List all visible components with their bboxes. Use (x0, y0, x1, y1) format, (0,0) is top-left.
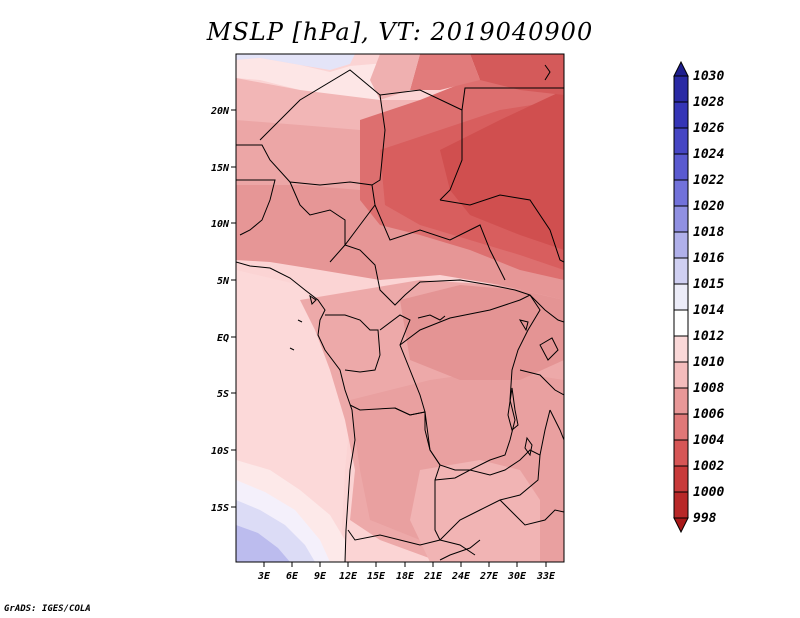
colorbar-band (673, 309, 689, 337)
latitude-axis: 20N 15N 10N 5N EQ 5S 10S 15S (210, 106, 236, 514)
lat-tick-label: 10N (211, 219, 230, 230)
colorbar-band (673, 491, 689, 519)
colorbar-label: 1024 (693, 147, 724, 162)
credit-label: GrADS: IGES/COLA (4, 604, 91, 614)
lat-tick-label: 5S (217, 389, 229, 400)
colorbar-label: 1018 (693, 225, 724, 240)
colorbar-bottom-tip (673, 517, 689, 534)
colorbar-band (673, 439, 689, 467)
lon-tick-label: 24E (451, 571, 471, 582)
lon-tick-label: 6E (286, 571, 299, 582)
colorbar-band (673, 413, 689, 441)
colorbar-band (673, 179, 689, 207)
lon-tick-label: 33E (536, 571, 556, 582)
colorbar-band (673, 387, 689, 415)
colorbar-label: 1008 (693, 381, 724, 396)
colorbar-label: 1004 (693, 433, 724, 448)
colorbar-label: 1014 (693, 303, 724, 318)
map-title: MSLP [hPa], VT: 2019040900 (206, 18, 594, 46)
lat-tick-label: 15S (211, 503, 229, 514)
lat-tick-label: 5N (217, 276, 230, 287)
colorbar-label: 1010 (693, 355, 724, 370)
colorbar-label: 1020 (693, 199, 724, 214)
colorbar-label: 1002 (693, 459, 724, 474)
colorbar-label: 1030 (693, 69, 724, 84)
colorbar: 1030 1028 1026 1024 1022 1020 1018 1016 1015 1014… (673, 60, 724, 534)
colorbar-band (673, 153, 689, 181)
colorbar-label: 1016 (693, 251, 724, 266)
pressure-field (236, 54, 564, 562)
colorbar-label: 998 (693, 511, 717, 526)
colorbar-label: 1000 (693, 485, 724, 500)
lat-tick-label: 15N (211, 163, 230, 174)
colorbar-label: 1015 (693, 277, 724, 292)
lat-tick-label: EQ (217, 333, 229, 344)
colorbar-label: 1006 (693, 407, 724, 422)
longitude-axis: 3E 6E 9E 12E 15E 18E 21E 24E 27E 30E 33E (257, 562, 556, 582)
colorbar-band (673, 101, 689, 129)
colorbar-band (673, 75, 689, 103)
colorbar-band (673, 361, 689, 389)
colorbar-band (673, 335, 689, 363)
lon-tick-label: 12E (339, 571, 358, 582)
lon-tick-label: 21E (423, 571, 443, 582)
country-borders (236, 64, 564, 562)
colorbar-band (673, 465, 689, 493)
colorbar-label: 1026 (693, 121, 724, 136)
lon-tick-label: 3E (257, 571, 271, 582)
lat-tick-label: 10S (211, 446, 229, 457)
colorbar-band (673, 205, 689, 233)
colorbar-band (673, 257, 689, 285)
lon-tick-label: 9E (314, 571, 327, 582)
lat-tick-label: 20N (210, 106, 230, 117)
colorbar-label: 1012 (693, 329, 724, 344)
colorbar-band (673, 127, 689, 155)
colorbar-band (673, 283, 689, 311)
lon-tick-label: 30E (507, 571, 527, 582)
colorbar-band (673, 231, 689, 259)
lon-tick-label: 18E (396, 571, 415, 582)
lon-tick-label: 15E (367, 571, 386, 582)
colorbar-label: 1022 (693, 173, 724, 188)
plot-frame (235, 53, 565, 563)
colorbar-label: 1028 (693, 95, 724, 110)
lon-tick-label: 27E (479, 571, 499, 582)
colorbar-top-tip (673, 60, 689, 77)
